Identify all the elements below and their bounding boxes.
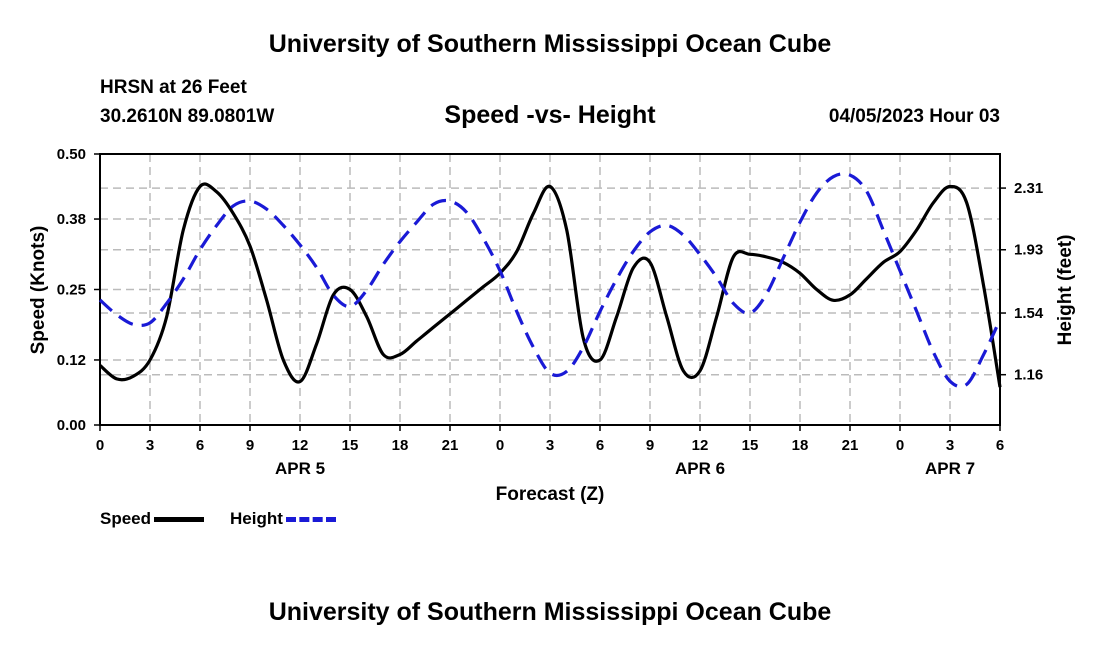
x-tick-label: 12 [692, 437, 709, 454]
station-label: HRSN at 26 Feet [100, 77, 247, 98]
x-tick-label: 0 [96, 437, 104, 454]
x-tick-label: 21 [442, 437, 459, 454]
x-tick-label: 3 [146, 437, 154, 454]
y-axis-ticks: 0.00 0.12 0.25 0.38 0.50 [57, 146, 100, 434]
y2-axis-ticks: 1.16 1.54 1.93 2.31 [1000, 180, 1044, 384]
x-tick-label: 18 [392, 437, 409, 454]
legend-speed: Speed [100, 509, 205, 529]
x-tick-label: 21 [842, 437, 859, 454]
x-tick-label: 3 [546, 437, 554, 454]
series-speed-line [98, 182, 1002, 388]
footer-title: University of Southern Mississippi Ocean… [268, 598, 832, 626]
forecast-datetime: 04/05/2023 Hour 03 [828, 106, 1000, 127]
series-layer [98, 172, 1002, 389]
y2-tick-label: 1.16 [1014, 367, 1043, 384]
x-tick-label: 3 [946, 437, 954, 454]
day-label: APR 6 [675, 459, 725, 478]
x-tick-label: 18 [792, 437, 809, 454]
x-tick-label: 6 [596, 437, 604, 454]
x-axis-label: Forecast (Z) [496, 484, 605, 505]
x-axis-ticks: 0 3 6 9 12 15 18 21 0 3 6 9 12 15 18 21 0 3 6 [96, 425, 1004, 454]
day-label: APR 5 [275, 459, 325, 478]
grid-lines [100, 154, 1000, 425]
legend-height-label: Height [230, 509, 283, 528]
station-coordinates: 30.2610N 89.0801W [100, 106, 275, 127]
y-axis-label: Speed (Knots) [28, 226, 49, 355]
x-tick-label: 9 [246, 437, 254, 454]
legend-height: Height [230, 509, 336, 529]
y-tick-label: 0.25 [57, 282, 86, 299]
x-tick-label: 0 [496, 437, 504, 454]
legend-speed-label: Speed [100, 509, 152, 528]
y-tick-label: 0.38 [57, 211, 86, 228]
x-tick-label: 6 [996, 437, 1004, 454]
y-tick-label: 0.50 [57, 146, 86, 163]
x-tick-label: 6 [196, 437, 204, 454]
y2-tick-label: 1.93 [1014, 242, 1043, 259]
y2-axis-label: Height (feet) [1055, 235, 1076, 346]
x-tick-label: 0 [896, 437, 904, 454]
y-tick-label: 0.00 [57, 417, 86, 434]
day-label: APR 7 [925, 459, 975, 478]
y-tick-label: 0.12 [57, 352, 86, 369]
x-tick-label: 15 [742, 437, 759, 454]
legend-height-swatch [285, 516, 336, 522]
series-height-line [98, 172, 1002, 389]
x-tick-label: 15 [342, 437, 359, 454]
chart-main-title: University of Southern Mississippi Ocean… [268, 30, 832, 58]
day-labels: APR 5 APR 6 APR 7 [275, 459, 975, 478]
chart-subtitle: Speed -vs- Height [444, 101, 656, 129]
y2-tick-label: 1.54 [1014, 305, 1044, 322]
x-tick-label: 9 [646, 437, 654, 454]
legend-speed-swatch [154, 516, 205, 522]
x-tick-label: 12 [292, 437, 309, 454]
y2-tick-label: 2.31 [1014, 180, 1043, 197]
